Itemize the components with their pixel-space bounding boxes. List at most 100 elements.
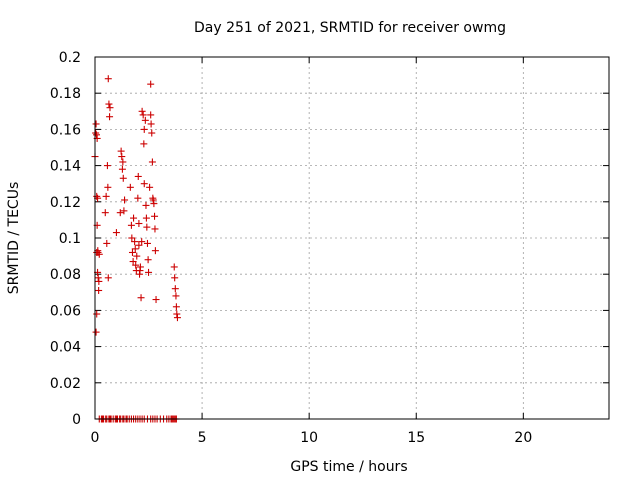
data-point (95, 277, 103, 285)
data-point (138, 238, 146, 246)
y-tick-label: 0.08 (50, 267, 81, 283)
plot-frame (94, 56, 610, 420)
x-tick-label: 0 (91, 430, 100, 446)
data-point (173, 314, 181, 322)
data-point (145, 268, 153, 276)
chart-title: Day 251 of 2021, SRMTID for receiver owm… (194, 20, 506, 36)
data-point (135, 241, 143, 249)
data-point (172, 292, 180, 300)
data-point (93, 192, 101, 200)
data-point (104, 75, 112, 83)
data-point (117, 147, 125, 155)
data-point (103, 239, 111, 247)
x-tick-labels: 0 5 10 15 20 (91, 430, 533, 446)
data-point (119, 174, 127, 182)
data-point (102, 192, 110, 200)
x-tick-label: 5 (198, 430, 207, 446)
data-point (140, 140, 148, 148)
data-point (133, 252, 141, 260)
data-point (106, 113, 114, 121)
y-tick-label: 0.04 (50, 340, 81, 356)
data-point (142, 214, 150, 222)
data-point (152, 296, 160, 304)
data-point (120, 207, 128, 215)
data-point (132, 261, 140, 269)
data-point (126, 183, 134, 191)
data-point (144, 256, 152, 264)
data-point (101, 209, 109, 217)
x-tick-label: 10 (300, 430, 318, 446)
y-axis-label: SRMTID / TECUs (6, 182, 22, 295)
data-point (121, 196, 129, 204)
data-point (141, 116, 149, 124)
y-tick-label: 0.18 (50, 86, 81, 102)
data-point (137, 294, 145, 302)
data-point (140, 125, 148, 133)
data-point (143, 223, 151, 231)
data-point (134, 172, 142, 180)
data-point (151, 247, 159, 255)
data-point (142, 201, 150, 209)
data-points (91, 75, 181, 423)
data-point (112, 229, 120, 237)
data-point (173, 310, 181, 318)
data-point (119, 158, 127, 166)
data-point (147, 111, 155, 119)
data-point (95, 286, 103, 294)
data-point (93, 310, 101, 318)
grid (95, 57, 609, 419)
data-point (143, 239, 151, 247)
data-point (136, 263, 144, 271)
data-point (139, 111, 147, 119)
data-point (105, 100, 113, 108)
data-point (92, 129, 100, 137)
data-point (128, 234, 136, 242)
data-point (149, 196, 157, 204)
data-point (127, 221, 135, 229)
data-point (130, 214, 138, 222)
x-tick-label: 20 (514, 430, 532, 446)
x-tick-label: 15 (407, 430, 425, 446)
y-tick-label: 0.06 (50, 303, 81, 319)
data-point (134, 194, 142, 202)
data-point (128, 248, 136, 256)
data-point (94, 248, 102, 256)
data-point (172, 303, 180, 311)
y-tick-label: 0 (72, 412, 81, 428)
y-tick-label: 0.12 (50, 195, 81, 211)
data-point (104, 183, 112, 191)
y-tick-label: 0.2 (59, 50, 81, 66)
y-tick-label: 0.16 (50, 122, 81, 138)
y-tick-label: 0.14 (50, 159, 81, 175)
x-axis-label: GPS time / hours (290, 459, 407, 475)
data-point (92, 328, 100, 336)
y-tick-label: 0.02 (50, 376, 81, 392)
data-point (94, 274, 102, 282)
data-point (116, 209, 124, 217)
data-point (118, 153, 126, 161)
y-tick-labels: 0 0.02 0.04 0.06 0.08 0.1 0.12 0.14 0.16 0.18 0.2 (50, 50, 81, 428)
data-point (92, 120, 100, 128)
data-point (129, 258, 137, 266)
data-point (148, 129, 156, 137)
data-point (171, 285, 179, 293)
data-point (146, 183, 154, 191)
data-point (148, 158, 156, 166)
data-point (151, 212, 159, 220)
data-point (104, 274, 112, 282)
data-point (95, 250, 103, 258)
y-tick-label: 0.1 (59, 231, 81, 247)
data-point (170, 263, 178, 271)
data-point (106, 104, 114, 112)
data-point (147, 120, 155, 128)
data-point (135, 220, 143, 228)
data-point (150, 200, 158, 208)
data-point (138, 107, 146, 115)
data-point (151, 225, 159, 233)
data-point (140, 180, 148, 188)
data-point (147, 80, 155, 88)
data-point (103, 162, 111, 170)
data-point (118, 165, 126, 173)
data-point (131, 245, 139, 253)
